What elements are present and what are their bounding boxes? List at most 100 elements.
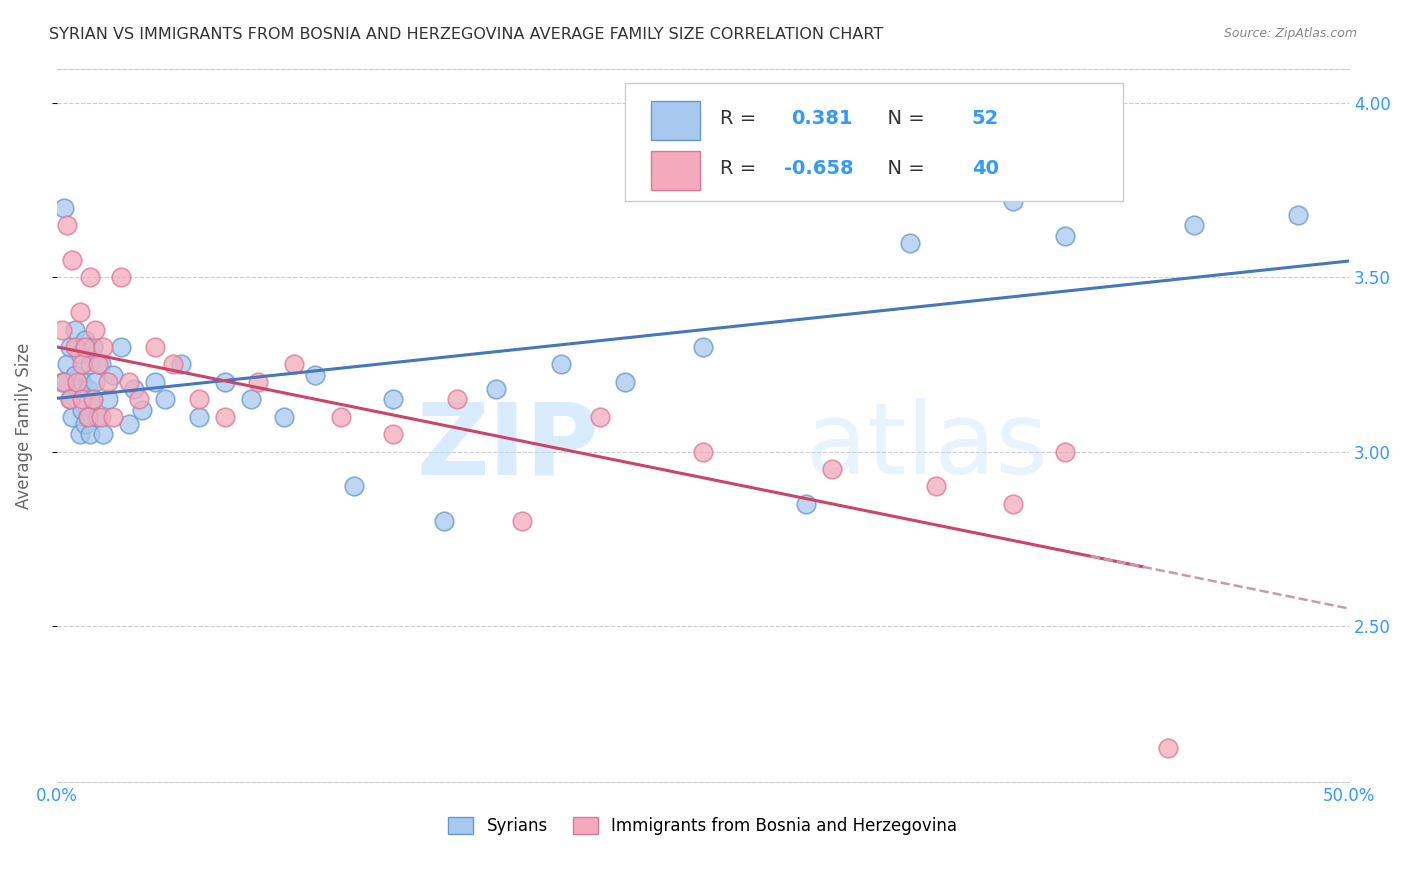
Point (91, 427, 114, 442)
Point (118, 417, 141, 431)
Point (63, 368, 86, 382)
Text: atlas: atlas (807, 399, 1047, 495)
Point (72, 402, 94, 417)
Text: Source: ZipAtlas.com: Source: ZipAtlas.com (1223, 27, 1357, 40)
Point (60, 253, 83, 268)
Point (118, 375, 141, 389)
Point (153, 392, 176, 407)
Text: 40: 40 (972, 159, 998, 178)
Point (446, 392, 468, 407)
Point (510, 514, 533, 528)
Point (79, 358, 101, 372)
Point (76, 409, 98, 424)
Point (90, 409, 112, 424)
Text: -0.658: -0.658 (785, 159, 853, 178)
Point (550, 358, 572, 372)
Point (162, 358, 184, 372)
Point (1182, 218, 1205, 232)
Point (76, 409, 98, 424)
Point (63, 340, 86, 354)
Point (128, 392, 150, 407)
Point (692, 340, 714, 354)
Point (821, 462, 844, 476)
Text: ZIP: ZIP (416, 399, 599, 495)
Point (214, 409, 236, 424)
Point (82, 392, 104, 407)
Point (187, 392, 209, 407)
Point (56, 358, 79, 372)
Point (84, 323, 107, 337)
Point (91, 340, 114, 354)
Point (614, 375, 637, 389)
Point (433, 514, 456, 528)
Point (87, 358, 110, 372)
Point (924, 479, 946, 493)
Point (588, 409, 610, 424)
Point (214, 375, 236, 389)
Point (60, 409, 83, 424)
Point (485, 382, 508, 396)
Point (103, 409, 125, 424)
Point (84, 375, 107, 389)
Point (143, 340, 166, 354)
Point (1002, 194, 1025, 208)
Point (97, 375, 120, 389)
Point (273, 409, 295, 424)
Point (1053, 444, 1076, 458)
Point (692, 444, 714, 458)
Y-axis label: Average Family Size: Average Family Size (15, 343, 32, 508)
Point (69, 347, 91, 361)
Point (79, 270, 101, 285)
Text: 0.381: 0.381 (790, 109, 852, 128)
Legend: Syrians, Immigrants from Bosnia and Herzegovina: Syrians, Immigrants from Bosnia and Herz… (449, 816, 957, 835)
Point (56, 218, 79, 232)
Point (72, 375, 94, 389)
Point (82, 392, 104, 407)
Bar (651, 151, 700, 190)
Point (1286, 208, 1309, 222)
Point (87, 409, 110, 424)
Point (79, 427, 101, 442)
Point (110, 270, 132, 285)
Point (58, 392, 80, 407)
Point (53, 375, 76, 389)
Point (63, 323, 86, 337)
Point (330, 409, 353, 424)
Point (131, 402, 153, 417)
Point (381, 392, 404, 407)
Point (73, 417, 96, 431)
Bar (651, 101, 700, 140)
Point (1002, 497, 1025, 511)
Point (51, 375, 73, 389)
Point (247, 375, 270, 389)
Text: N =: N = (875, 109, 931, 128)
Point (103, 368, 125, 382)
FancyBboxPatch shape (626, 83, 1123, 201)
Point (53, 201, 76, 215)
Point (97, 392, 120, 407)
Point (381, 427, 404, 442)
Point (110, 340, 132, 354)
Point (187, 409, 209, 424)
Point (69, 427, 91, 442)
Point (1053, 228, 1076, 243)
Point (143, 375, 166, 389)
Point (796, 497, 818, 511)
Point (343, 479, 366, 493)
Point (1157, 740, 1180, 755)
Point (239, 392, 262, 407)
Point (76, 382, 98, 396)
Point (69, 305, 91, 319)
Text: N =: N = (875, 159, 931, 178)
Text: 52: 52 (972, 109, 1000, 128)
Point (122, 382, 145, 396)
Point (90, 358, 112, 372)
Point (170, 358, 193, 372)
Point (283, 358, 305, 372)
Point (82, 340, 104, 354)
Text: R =: R = (720, 109, 762, 128)
Point (58, 392, 80, 407)
Point (73, 340, 96, 354)
Point (51, 323, 73, 337)
Point (66, 382, 89, 396)
